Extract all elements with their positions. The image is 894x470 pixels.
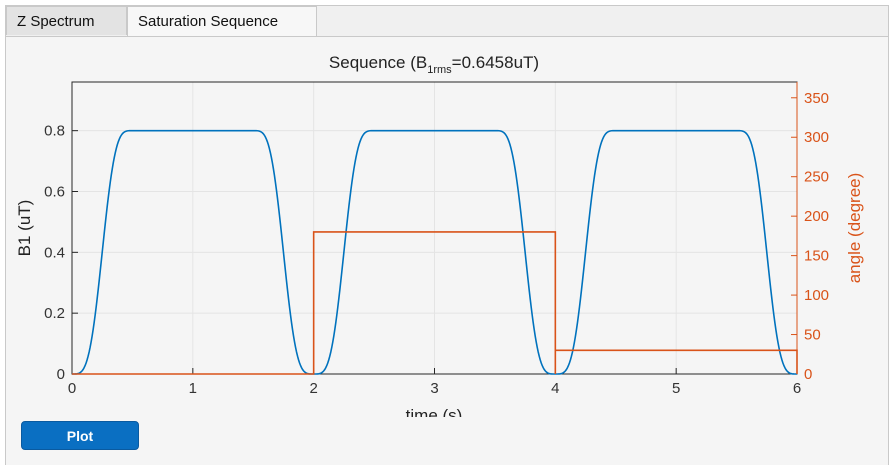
tab-z-spectrum[interactable]: Z Spectrum (6, 6, 127, 35)
y-left-tick-label: 0 (57, 366, 65, 383)
x-axis-label: time (s) (406, 406, 463, 417)
y-left-tick-label: 0.6 (44, 184, 65, 201)
x-tick-label: 5 (672, 380, 680, 397)
y-axis-label-right: angle (degree) (845, 173, 864, 284)
chart-title-prefix: Sequence (B (329, 53, 427, 72)
x-tick-label: 2 (309, 380, 317, 397)
x-tick-label: 0 (68, 380, 76, 397)
y-right-tick-label: 50 (804, 327, 821, 344)
angle-series-line (72, 231, 798, 375)
grid (71, 82, 798, 375)
chart-title-subscript: 1rms (427, 64, 452, 76)
x-tick-label: 4 (551, 380, 559, 397)
tab-panel-saturation-sequence: Sequence (B1rms=0.6458uT) 0 1 2 3 4 5 6 0 0.2 0.4… (6, 36, 888, 465)
sequence-chart: Sequence (B1rms=0.6458uT) 0 1 2 3 4 5 600.20.4… (15, 53, 864, 417)
chart-title-suffix: =0.6458uT) (452, 53, 539, 72)
y-axis-label-left: B1 (uT) (15, 200, 34, 257)
y-left-tick-label: 0.8 (44, 123, 65, 140)
y-right-tick-label: 350 (804, 90, 829, 107)
x-tick-label: 3 (430, 380, 438, 397)
x-tick-label: 6 (793, 380, 801, 397)
y-right-tick-label: 100 (804, 287, 829, 304)
y-right-tick-label: 250 (804, 169, 829, 186)
chart-title: Sequence (B1rms=0.6458uT) (329, 53, 539, 76)
plot-button[interactable]: Plot (21, 421, 139, 450)
y-right-tick-label: 0 (804, 366, 812, 383)
y-right-tick-label: 150 (804, 248, 829, 265)
tab-saturation-sequence[interactable]: Saturation Sequence (127, 6, 317, 37)
y-right-tick-label: 300 (804, 129, 829, 146)
tab-bar: Z Spectrum Saturation Sequence (6, 6, 888, 37)
app-window: Z Spectrum Saturation Sequence Sequence … (5, 5, 889, 465)
y-right-tick-label: 200 (804, 208, 829, 225)
series (72, 129, 798, 375)
y-left-tick-label: 0.2 (44, 305, 65, 322)
x-tick-label: 1 (189, 380, 197, 397)
b1-series-line (72, 129, 797, 375)
y-left-tick-label: 0.4 (44, 244, 65, 261)
